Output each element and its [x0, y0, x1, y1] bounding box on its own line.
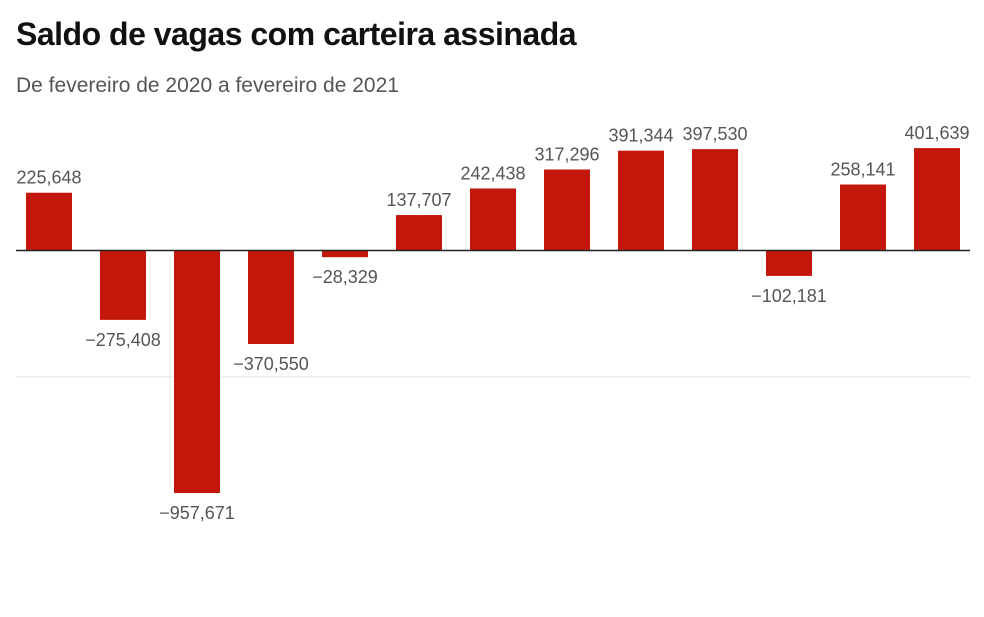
bar-value-label: −102,181 — [751, 286, 827, 306]
bar — [322, 250, 368, 258]
bar — [248, 250, 294, 345]
bar — [840, 184, 886, 250]
bar-value-label: −957,671 — [159, 503, 235, 523]
bar-value-label: 397,530 — [682, 124, 747, 144]
bar-value-label: 242,438 — [460, 163, 525, 183]
bar — [396, 215, 442, 250]
bar — [914, 148, 960, 250]
chart-subtitle: De fevereiro de 2020 a fevereiro de 2021 — [16, 74, 399, 97]
bar-value-label: 401,639 — [904, 123, 969, 143]
bar — [174, 250, 220, 493]
bar-value-label: 317,296 — [534, 144, 599, 164]
bar-value-label: −370,550 — [233, 354, 309, 374]
bar-value-label: −28,329 — [312, 267, 378, 287]
bar — [544, 169, 590, 250]
bar-value-label: 225,648 — [16, 168, 81, 188]
bar-value-label: 137,707 — [386, 190, 451, 210]
bar — [766, 250, 812, 276]
bar-value-label: −275,408 — [85, 330, 161, 350]
bar — [100, 250, 146, 320]
bar — [692, 149, 738, 250]
bar — [26, 192, 72, 250]
chart-title: Saldo de vagas com carteira assinada — [16, 16, 577, 52]
bar-value-label: 391,344 — [608, 126, 673, 146]
bar — [618, 150, 664, 250]
bar — [470, 188, 516, 250]
bar-value-label: 258,141 — [830, 159, 895, 179]
